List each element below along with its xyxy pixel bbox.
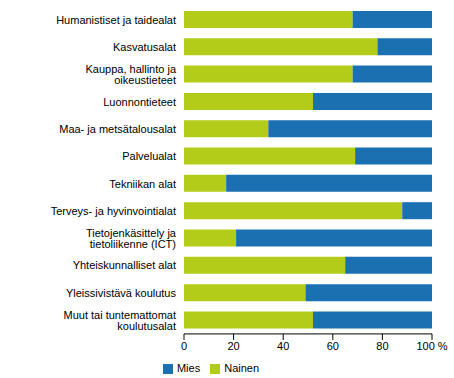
svg-text:Kauppa, hallinto jaoikeustiete: Kauppa, hallinto jaoikeustieteet: [85, 63, 176, 86]
svg-text:Tietojenkäsittely jatietoliike: Tietojenkäsittely jatietoliikenne (ICT): [86, 227, 177, 250]
svg-text:100 %: 100 %: [416, 340, 446, 352]
svg-text:Luonnontieteet: Luonnontieteet: [103, 96, 176, 108]
svg-text:0: 0: [181, 340, 187, 352]
svg-text:Palvelualat: Palvelualat: [122, 150, 176, 162]
svg-text:Yhteiskunnalliset alat: Yhteiskunnalliset alat: [73, 259, 176, 271]
svg-text:20: 20: [227, 340, 239, 352]
svg-text:Muut tai tuntemattomatkoulutus: Muut tai tuntemattomatkoulutusalat: [64, 309, 177, 332]
svg-text:Kasvatusalat: Kasvatusalat: [113, 41, 176, 53]
svg-text:40: 40: [277, 340, 289, 352]
svg-text:Terveys- ja hyvinvointialat: Terveys- ja hyvinvointialat: [51, 205, 176, 217]
svg-text:Humanistiset ja taidealat: Humanistiset ja taidealat: [56, 14, 176, 26]
svg-text:Tekniikan alat: Tekniikan alat: [109, 178, 176, 190]
svg-text:Yleissivistävä koulutus: Yleissivistävä koulutus: [66, 287, 177, 299]
svg-text:60: 60: [327, 340, 339, 352]
svg-text:80: 80: [376, 340, 388, 352]
html-text:Mies: Mies: [177, 361, 201, 374]
html-text:Nainen: Nainen: [224, 361, 259, 374]
svg-text:Maa- ja metsätalousalat: Maa- ja metsätalousalat: [59, 123, 176, 135]
